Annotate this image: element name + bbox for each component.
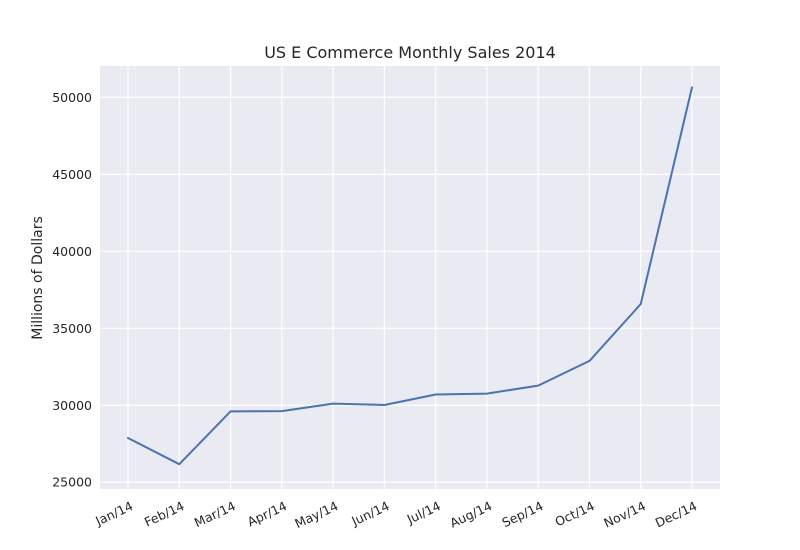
x-tick-label: Dec/14 [653, 498, 700, 530]
x-tick-label: Aug/14 [447, 498, 494, 530]
y-tick-label: 30000 [52, 398, 92, 413]
x-tick-label: Mar/14 [192, 498, 238, 530]
y-tick-label: 35000 [52, 321, 92, 336]
x-tick-label: Jun/14 [348, 498, 391, 529]
y-gridlines [100, 96, 720, 483]
plot-area [100, 66, 720, 489]
x-tick-label: Nov/14 [601, 498, 648, 530]
x-tick-label: May/14 [292, 498, 340, 531]
series-line [127, 86, 693, 466]
x-tick-labels: Jan/14 Feb/14 Mar/14 Apr/14 May/14 Jun/14 Jul/… [92, 498, 699, 531]
x-tick-label: Apr/14 [245, 498, 289, 529]
y-tick-labels: 25000 30000 35000 40000 45000 50000 [52, 90, 92, 490]
x-tick-label: Jan/14 [92, 498, 135, 529]
x-gridlines [127, 66, 693, 489]
chart-title: US E Commerce Monthly Sales 2014 [264, 43, 556, 62]
x-tick-label: Feb/14 [142, 498, 187, 529]
x-tick-label: Sep/14 [500, 498, 546, 530]
series-group [127, 86, 693, 466]
x-tick-label: Oct/14 [553, 498, 597, 529]
y-tick-label: 25000 [52, 475, 92, 490]
y-axis-label: Millions of Dollars [30, 216, 46, 340]
y-tick-label: 45000 [52, 167, 92, 182]
x-tick-label: Jul/14 [404, 498, 443, 527]
y-tick-label: 50000 [52, 90, 92, 105]
y-tick-label: 40000 [52, 244, 92, 259]
